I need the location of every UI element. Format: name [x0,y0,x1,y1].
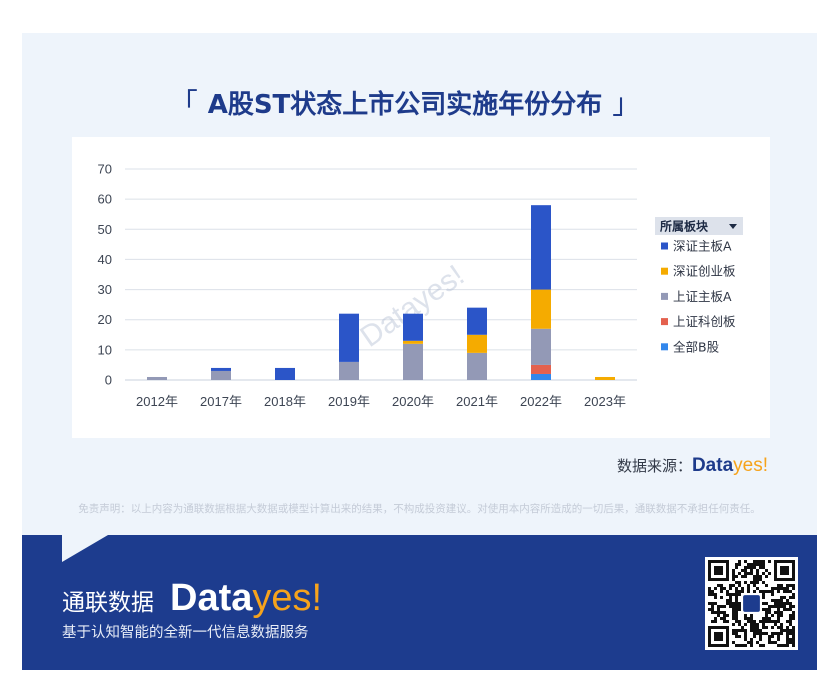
source-brand-yes: yes! [733,455,768,476]
x-tick-label: 2012年 [136,394,178,409]
legend-label: 上证科创板 [673,314,736,329]
bar-segment-6-1 [531,289,551,329]
legend-swatch [661,318,668,326]
source-label: 数据来源： [616,457,692,475]
bar-segment-3-2 [339,361,359,380]
x-tick-label: 2020年 [392,394,434,409]
qr-logo [743,595,760,612]
bar-segment-5-0 [467,307,487,335]
bar-segment-6-2 [531,328,551,365]
x-tick-label: 2017年 [200,394,242,409]
legend-swatch [661,267,668,275]
x-tick-label: 2023年 [584,394,626,409]
bar-segment-7-1 [595,376,615,380]
banner-tagline: 基于认知智能的全新一代信息数据服务 [62,625,309,641]
legend-swatch [661,292,668,300]
legend-item: 上证主板A [661,289,732,304]
y-tick-label: 40 [98,252,112,267]
bar-segment-3-0 [339,313,359,362]
legend-title: 所属板块 [660,219,709,234]
bar-segment-6-4 [531,373,551,380]
qr-code-icon [705,557,798,650]
legend-label: 全部B股 [673,339,720,354]
x-tick-label: 2021年 [456,394,498,409]
y-tick-label: 60 [98,192,112,207]
x-tick-label: 2018年 [264,394,306,409]
legend-swatch [661,343,668,351]
legend-swatch [661,242,668,250]
bar-segment-4-2 [403,343,423,380]
title-close-bracket: 」 [612,87,641,120]
bar-segment-5-2 [467,352,487,380]
footer-banner [22,535,817,670]
bar-segment-6-3 [531,364,551,374]
banner-brand: 通联数据 Data yes! [62,576,322,625]
legend-item: 全部B股 [661,339,720,354]
brand-logo-yes: yes! [252,577,323,619]
company-name: 通联数据 [62,590,154,616]
page-title: 「 A股ST状态上市公司实施年份分布」 [0,86,810,123]
title-open-bracket: 「 [169,87,198,120]
bar-segment-5-1 [467,334,487,353]
bar-segment-6-0 [531,205,551,290]
qr-modules [708,560,795,647]
y-tick-label: 50 [98,222,112,237]
y-tick-label: 10 [98,342,112,357]
bar-segment-1-2 [211,370,231,380]
dropdown-arrow-icon[interactable] [729,224,737,229]
legend-label: 上证主板A [673,289,732,304]
source-brand-data: Data [691,455,734,476]
bar-segment-4-0 [403,313,423,341]
legend-filter-dropdown[interactable]: 所属板块 [655,217,743,235]
legend-item: 深证主板A [661,239,732,254]
y-tick-label: 0 [105,373,112,388]
bar-segment-4-1 [403,340,423,344]
y-tick-label: 20 [98,312,112,327]
y-tick-label: 30 [98,282,112,297]
chart-title: A股ST状态上市公司实施年份分布 [207,90,603,120]
data-source: 数据来源：Datayes! [617,455,768,477]
legend-label: 深证主板A [673,239,732,254]
bar-segment-2-0 [275,367,295,380]
legend-item: 深证创业板 [661,264,736,279]
legend-header-bg [655,217,743,235]
bar-segment-1-0 [211,367,231,371]
legend-item: 上证科创板 [661,314,736,329]
x-tick-label: 2022年 [520,394,562,409]
y-tick-label: 70 [98,162,112,177]
legend-label: 深证创业板 [673,264,736,279]
bar-segment-0-2 [147,376,167,380]
brand-logo-data: Data [170,577,253,619]
qr-finder-patterns [708,560,795,647]
qr-code-graphic [708,560,795,647]
disclaimer-text: 免责声明：以上内容为通联数据根据大数据或模型计算出来的结果，不构成投资建议。对使… [78,503,761,515]
x-tick-label: 2019年 [328,394,370,409]
chart-panel: 0 10 20 30 40 50 60 70 Datayes! 2012年 2017年 2018年 20… [72,137,770,438]
